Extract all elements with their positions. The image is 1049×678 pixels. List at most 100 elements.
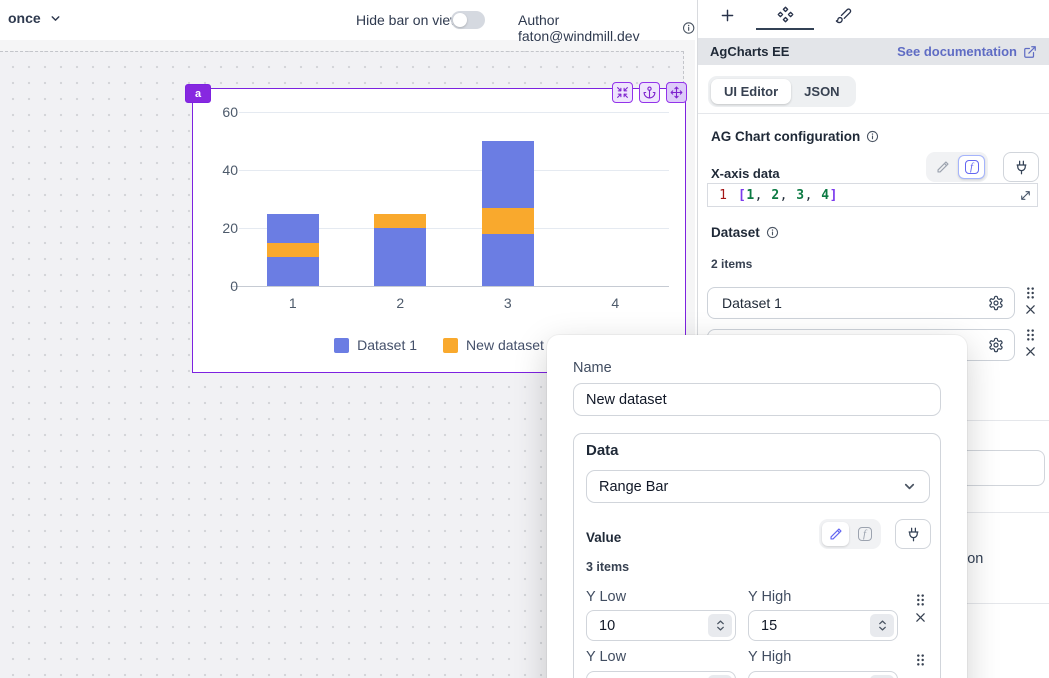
number-stepper[interactable] (870, 675, 894, 678)
drag-dots-icon (915, 593, 926, 607)
legend-item[interactable]: Dataset 1 (334, 337, 417, 353)
bar-segment (374, 228, 427, 286)
close-icon (1024, 345, 1037, 358)
y-tick-label: 20 (222, 220, 238, 236)
hide-bar-label: Hide bar on view (356, 12, 461, 28)
number-stepper[interactable] (870, 614, 894, 637)
drag-handle[interactable] (915, 593, 926, 607)
x-axis-line (231, 286, 669, 287)
drag-handle[interactable] (1025, 286, 1036, 300)
plug-icon (906, 527, 921, 542)
dataset-settings-button[interactable] (988, 295, 1004, 311)
number-stepper[interactable] (708, 675, 732, 678)
plus-icon (719, 7, 736, 24)
connect-input-button[interactable] (1003, 152, 1039, 182)
y-high-label: Y High (748, 649, 792, 665)
tab-ui-editor[interactable]: UI Editor (711, 79, 792, 104)
drag-dots-icon (915, 653, 926, 667)
external-link-icon (1023, 45, 1037, 59)
dataset-name-input[interactable] (573, 383, 941, 416)
author-label: Author faton@windmill.dev (518, 12, 640, 44)
chart-component[interactable]: a 0 20 40 60 1 2 3 4 Dataset 1 New dataset (185, 82, 687, 373)
xaxis-code-editor[interactable]: 1 [1, 2, 3, 4] (707, 183, 1038, 207)
remove-dataset-button[interactable] (1024, 303, 1037, 316)
component-id-badge: a (185, 84, 211, 103)
x-tick-label: 1 (288, 295, 297, 311)
y-low-label: Y Low (586, 589, 627, 605)
data-label: Data (586, 442, 619, 459)
config-label-text: AG Chart configuration (711, 129, 861, 144)
name-label: Name (573, 360, 612, 376)
topbar: once Hide bar on view Author faton@windm… (0, 0, 695, 44)
value-input-mode-group: f (819, 519, 881, 549)
drag-handle[interactable] (1025, 328, 1036, 342)
dataset-settings-button[interactable] (988, 337, 1004, 353)
data-section: Data Range Bar Value f 3 items Y Low Y H… (573, 433, 941, 678)
see-documentation-link[interactable]: See documentation (897, 44, 1037, 59)
chevron-down-icon (49, 12, 62, 25)
number-stepper[interactable] (708, 614, 732, 637)
y-tick-label: 0 (230, 278, 238, 294)
component-type-title: AgCharts EE (710, 44, 790, 59)
move-button[interactable] (666, 82, 687, 103)
dataset-section-label: Dataset (711, 225, 779, 240)
editor-mode-tabs: UI Editor JSON (708, 76, 856, 107)
info-icon[interactable] (682, 21, 695, 35)
anchor-button[interactable] (639, 82, 660, 103)
close-icon (1024, 303, 1037, 316)
value-row-controls (912, 653, 928, 667)
stepper-icon (715, 618, 726, 633)
tab-add-component[interactable] (698, 0, 756, 30)
y-tick-label: 60 (222, 104, 238, 120)
value-count: 3 items (586, 560, 630, 574)
tab-component-settings[interactable] (756, 0, 814, 30)
components-icon (777, 6, 794, 23)
static-edit-button[interactable] (929, 155, 956, 179)
chart-legend: Dataset 1 New dataset (193, 337, 685, 353)
legend-label: New dataset (466, 337, 544, 353)
gridline (239, 112, 669, 113)
drag-dots-icon (1025, 328, 1036, 342)
stepper-icon (877, 618, 888, 633)
doc-link-label: See documentation (897, 44, 1017, 59)
expand-editor-button[interactable] (1013, 184, 1037, 206)
dataset-row[interactable]: Dataset 1 (707, 287, 1015, 319)
gridline (239, 228, 669, 229)
info-icon[interactable] (766, 226, 779, 239)
hide-bar-toggle[interactable] (451, 11, 485, 29)
tab-json[interactable]: JSON (804, 84, 840, 99)
dataset-row-controls (1022, 328, 1038, 358)
panel-partial-label: ion (964, 551, 984, 567)
function-icon: f (857, 527, 872, 541)
range-bar-segment (374, 213, 427, 228)
component-header-band: AgCharts EE See documentation (698, 38, 1049, 65)
js-expression-button[interactable]: f (958, 155, 985, 179)
tab-styling[interactable] (814, 0, 872, 30)
pencil-icon (936, 160, 950, 174)
legend-swatch (334, 337, 350, 353)
line-number: 1 (719, 187, 727, 203)
info-icon[interactable] (866, 130, 879, 143)
connect-input-button[interactable] (895, 519, 931, 549)
gear-icon (988, 337, 1004, 353)
xaxis-input-mode-group: f (926, 152, 988, 182)
expand-button[interactable] (612, 82, 633, 103)
close-icon (914, 611, 927, 624)
dataset-edit-modal: Name Data Range Bar Value f 3 items Y Lo… (547, 335, 967, 678)
chart-type-select[interactable]: Range Bar (586, 470, 930, 503)
run-mode-dropdown[interactable]: once (8, 10, 62, 26)
range-bar-segment (266, 242, 319, 257)
paintbrush-icon (835, 7, 852, 24)
remove-dataset-button[interactable] (1024, 345, 1037, 358)
diagonal-expand-icon (1019, 189, 1032, 202)
divider (698, 113, 1049, 114)
gridline (239, 170, 669, 171)
drag-handle[interactable] (915, 653, 926, 667)
y-tick-label: 40 (222, 162, 238, 178)
remove-row-button[interactable] (914, 611, 927, 624)
static-edit-button[interactable] (822, 522, 849, 546)
ag-chart: 0 20 40 60 1 2 3 4 Dataset 1 New dataset (193, 89, 685, 372)
js-expression-button[interactable]: f (851, 522, 878, 546)
chart-type-value: Range Bar (599, 478, 669, 495)
legend-item[interactable]: New dataset (443, 337, 544, 353)
